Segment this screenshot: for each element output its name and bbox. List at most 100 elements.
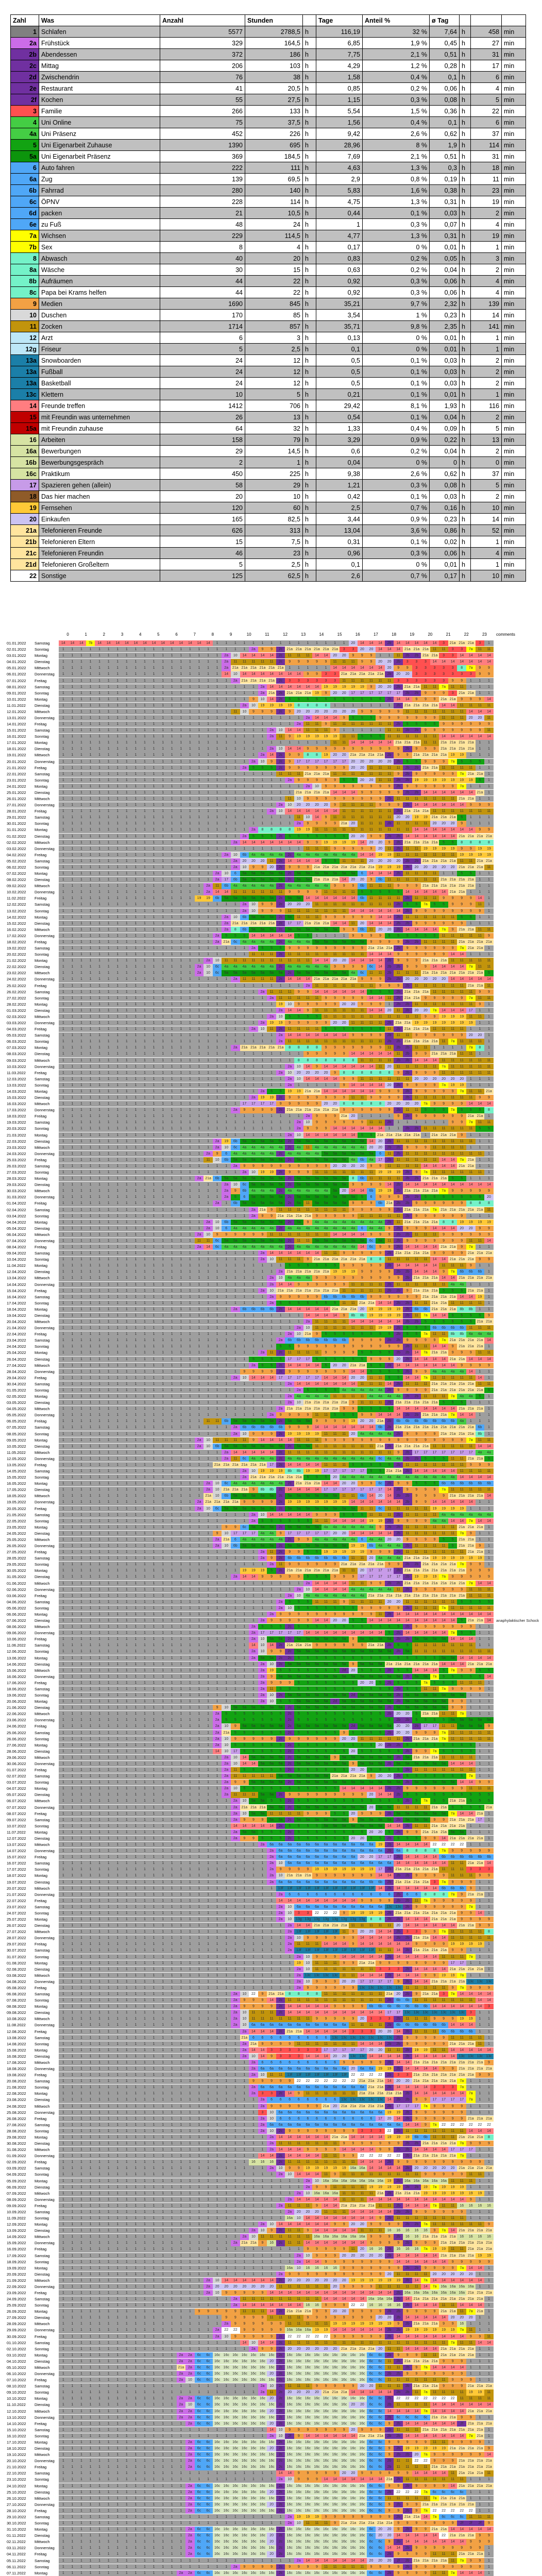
stunden-unit-cell[interactable]: h (302, 116, 316, 128)
activity-cell[interactable]: 1 (131, 952, 141, 958)
activity-cell[interactable]: 14 (285, 839, 295, 845)
activity-cell[interactable]: 9 (457, 995, 467, 1002)
activity-cell[interactable]: 11 (412, 845, 421, 852)
activity-cell[interactable]: 20 (466, 715, 476, 721)
activity-cell[interactable]: 9 (339, 1045, 349, 1051)
activity-cell[interactable]: 1 (185, 1144, 195, 1151)
activity-cell[interactable]: 1 (249, 1070, 258, 1076)
activity-cell[interactable]: 8 (358, 1070, 367, 1076)
activity-cell[interactable]: 11 (330, 815, 340, 821)
activity-cell[interactable]: 6b (358, 895, 367, 902)
activity-cell[interactable]: 11 (285, 796, 295, 802)
activity-cell[interactable]: 1 (484, 1032, 494, 1039)
activity-cell[interactable]: 9 (430, 727, 439, 734)
stunden-cell[interactable]: 7,5 (245, 536, 303, 548)
activity-cell[interactable]: 14 (348, 1132, 358, 1138)
activity-cell[interactable]: 1 (158, 852, 167, 858)
activity-cell[interactable]: 4a (240, 883, 249, 889)
activity-cell[interactable]: 6b (222, 883, 231, 889)
activity-cell[interactable]: 1 (167, 964, 177, 970)
activity-cell[interactable]: 11 (430, 871, 439, 877)
activity-cell[interactable]: 1 (475, 877, 485, 883)
activity-cell[interactable]: 1 (258, 783, 267, 790)
activity-cell[interactable]: 10 (230, 653, 240, 659)
activity-cell[interactable]: 11 (330, 982, 340, 989)
activity-cell[interactable]: 14 (312, 1076, 321, 1082)
activity-cell[interactable]: 19 (439, 845, 448, 852)
activity-cell[interactable]: 1 (230, 833, 240, 839)
anzahl-cell[interactable]: 450 (160, 468, 245, 480)
activity-cell[interactable]: 1 (204, 802, 213, 808)
activity-cell[interactable]: 20 (348, 833, 358, 839)
activity-cell[interactable]: 9 (312, 1020, 321, 1026)
activity-cell[interactable]: 14 (348, 1082, 358, 1089)
activity-cell[interactable]: 2a (204, 1150, 213, 1157)
activity-cell[interactable]: 1 (104, 889, 113, 895)
activity-cell[interactable]: 4a (285, 1150, 295, 1157)
activity-cell[interactable]: 1 (104, 995, 113, 1002)
activity-cell[interactable]: 1 (113, 1120, 123, 1126)
avg-h-cell[interactable]: 2,35 (429, 320, 460, 332)
activity-cell[interactable]: 1 (167, 995, 177, 1002)
activity-cell[interactable]: 1 (230, 1126, 240, 1132)
activity-cell[interactable]: 2a (258, 989, 267, 995)
activity-cell[interactable]: 1 (122, 1039, 131, 1045)
avg-min-cell[interactable]: 2 (470, 264, 502, 276)
activity-cell[interactable]: 1 (212, 796, 222, 802)
avg-h-cell[interactable]: 0,01 (429, 332, 460, 344)
activity-cell[interactable]: 9 (321, 783, 331, 790)
activity-cell[interactable]: 11 (384, 1057, 394, 1063)
activity-cell[interactable]: 11 (475, 933, 485, 939)
activity-cell[interactable]: 1 (95, 1063, 104, 1070)
activity-cell[interactable]: 9 (358, 1107, 367, 1113)
activity-cell[interactable]: 1 (149, 833, 159, 839)
activity-cell[interactable]: 1 (59, 902, 68, 908)
activity-cell[interactable]: 1 (167, 721, 177, 727)
activity-cell[interactable]: 1 (439, 1120, 448, 1126)
activity-cell[interactable]: 1 (249, 727, 258, 734)
activity-cell[interactable]: 9 (430, 1070, 439, 1076)
activity-cell[interactable]: 2a (230, 677, 240, 684)
activity-cell[interactable]: 1 (140, 902, 149, 908)
activity-cell[interactable]: 5a (267, 895, 276, 902)
activity-cell[interactable]: 14 (439, 827, 448, 833)
activity-cell[interactable]: 9 (366, 708, 376, 715)
activity-cell[interactable]: 1 (176, 821, 186, 827)
tage-cell[interactable]: 2,9 (316, 173, 363, 185)
activity-cell[interactable]: 1 (276, 815, 285, 821)
activity-cell[interactable]: 9 (394, 665, 403, 671)
activity-cell[interactable]: 1 (140, 958, 149, 964)
activity-cell[interactable]: 11 (366, 802, 376, 808)
stunden-unit-cell[interactable]: h (302, 400, 316, 412)
activity-cell[interactable]: 1 (104, 808, 113, 815)
activity-cell[interactable]: 6 (376, 1150, 385, 1157)
activity-cell[interactable]: 9 (321, 995, 331, 1002)
stunden-cell[interactable]: 695 (245, 139, 303, 151)
activity-cell[interactable]: 9 (421, 964, 430, 970)
activity-cell[interactable]: 2c (276, 1150, 285, 1157)
activity-cell[interactable]: 2a (285, 777, 295, 784)
activity-cell[interactable]: 1 (122, 771, 131, 777)
activity-cell[interactable]: 11 (276, 771, 285, 777)
activity-cell[interactable]: 20 (258, 858, 267, 865)
activity-cell[interactable]: 11 (339, 1007, 349, 1014)
activity-cell[interactable]: 1 (77, 1032, 86, 1039)
activity-cell[interactable]: 11 (421, 1126, 430, 1132)
activity-cell[interactable]: 1 (194, 1113, 204, 1120)
tage-cell[interactable]: 0,5 (316, 366, 363, 378)
activity-cell[interactable]: 1 (86, 1144, 95, 1151)
avg-h-unit-cell[interactable]: h (459, 105, 471, 117)
activity-cell[interactable]: 1 (194, 702, 204, 709)
activity-cell[interactable]: 5a (303, 926, 313, 933)
activity-cell[interactable]: 11 (402, 796, 412, 802)
activity-cell[interactable]: 1 (59, 964, 68, 970)
activity-cell[interactable]: 9 (339, 715, 349, 721)
activity-cell[interactable]: 14 (430, 659, 439, 665)
activity-cell[interactable]: 21a (430, 815, 439, 821)
activity-cell[interactable]: 9 (267, 647, 276, 653)
activity-cell[interactable]: 11 (321, 952, 331, 958)
activity-cell[interactable]: 19 (294, 734, 303, 740)
activity-cell[interactable]: 2b (394, 684, 403, 690)
activity-cell[interactable]: 11 (240, 659, 249, 665)
activity-cell[interactable]: 20 (384, 926, 394, 933)
